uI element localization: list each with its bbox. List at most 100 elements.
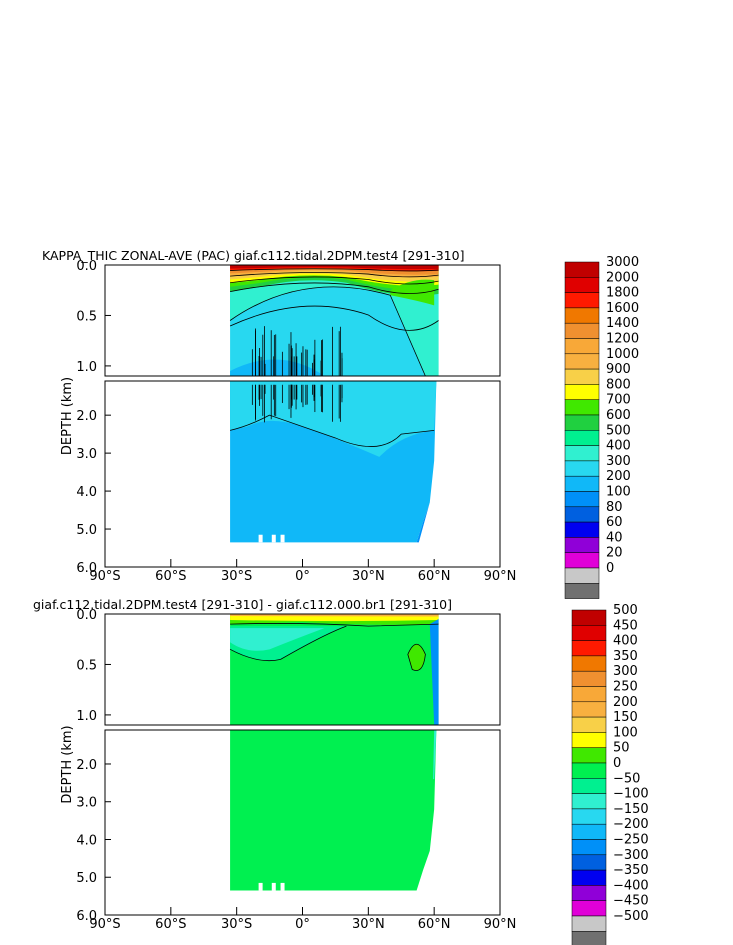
colorbar-swatch xyxy=(571,716,607,733)
colorbar-label: 150 xyxy=(613,710,638,725)
colorbar-label: −100 xyxy=(613,787,649,802)
xtick-label: 30°N xyxy=(352,569,385,584)
colorbar-swatch xyxy=(571,885,607,901)
colorbar-swatch xyxy=(564,475,600,492)
xtick-label: 90°S xyxy=(89,917,120,932)
contour xyxy=(407,643,426,671)
colorbar-label: −500 xyxy=(613,909,649,924)
band-7 xyxy=(230,265,439,270)
colorbar-swatch xyxy=(564,445,600,462)
colorbar-swatch xyxy=(571,869,607,886)
field-200 xyxy=(230,614,439,617)
colorbar-label: 100 xyxy=(613,725,638,740)
xtick-label: 0° xyxy=(295,917,310,932)
colorbar-swatch xyxy=(564,537,600,553)
gap-2 xyxy=(280,882,285,891)
ytick-label: 2.0 xyxy=(76,758,97,773)
lower-field xyxy=(229,381,437,543)
xtick-label: 30°N xyxy=(352,917,385,932)
colorbar-swatch xyxy=(571,823,607,840)
chart-title: giaf.c112.tidal.2DPM.test4 [291-310] - g… xyxy=(33,597,452,612)
colorbar-swatch xyxy=(571,655,607,672)
green-tongue xyxy=(390,279,435,306)
colorbar-swatch xyxy=(564,506,600,523)
ytick-label: 5.0 xyxy=(76,871,97,886)
colorbar-swatch xyxy=(571,609,607,626)
colorbar-label: 500 xyxy=(613,603,638,618)
contour-lower xyxy=(229,414,435,447)
contour-4 xyxy=(229,305,439,331)
y-axis-label: DEPTH (km) xyxy=(60,377,75,455)
colorbar-label: 1600 xyxy=(606,301,639,316)
colorbar-label: 500 xyxy=(606,423,631,438)
colorbar-label: 400 xyxy=(606,439,631,454)
colorbar-label: 50 xyxy=(613,741,630,756)
ytick-label: 2.0 xyxy=(76,409,97,424)
colorbar-label: 300 xyxy=(606,454,631,469)
gap-0 xyxy=(258,534,263,543)
ytick-label: 3.0 xyxy=(76,796,97,811)
ytick-label: 4.0 xyxy=(76,485,97,500)
colorbar-label: 0 xyxy=(606,561,614,576)
y-axis-label: DEPTH (km) xyxy=(60,725,75,803)
ytick-label: 3.0 xyxy=(76,447,97,462)
colorbar-swatch xyxy=(571,778,607,794)
field-50-b xyxy=(407,644,426,671)
colorbar-swatch xyxy=(571,625,607,641)
ytick-label: 0.0 xyxy=(76,259,97,274)
colorbar-label: −50 xyxy=(613,771,640,786)
colorbar-label: 2000 xyxy=(606,270,639,285)
colorbar-swatch xyxy=(564,491,600,508)
field-100 xyxy=(416,502,430,543)
colorbar-swatch xyxy=(564,567,600,584)
colorbar-label: 400 xyxy=(613,634,638,649)
colorbar-swatch xyxy=(564,583,600,599)
colorbar-swatch xyxy=(571,732,607,748)
colorbar-swatch xyxy=(571,701,607,718)
colorbar-swatch xyxy=(564,368,600,385)
contour-1 xyxy=(230,272,439,278)
colorbar-swatch xyxy=(564,307,600,324)
field-300-lower xyxy=(230,381,437,457)
colorbar-swatch xyxy=(564,521,600,538)
colorbar-label: 100 xyxy=(606,485,631,500)
colorbar-label: 1800 xyxy=(606,286,639,301)
colorbar-swatch xyxy=(571,854,607,871)
xtick-label: 30°S xyxy=(221,569,252,584)
ytick-label: 5.0 xyxy=(76,523,97,538)
upper-frame xyxy=(104,613,501,726)
upper-field xyxy=(229,614,439,725)
colorbar-swatch xyxy=(571,762,607,779)
edge xyxy=(433,730,437,780)
colorbar-swatch xyxy=(564,552,600,569)
lower-field xyxy=(230,730,437,891)
colorbar-label: 200 xyxy=(613,695,638,710)
colorbar-label: 200 xyxy=(606,469,631,484)
field-200-upper xyxy=(230,359,325,376)
xtick-label: 0° xyxy=(295,569,310,584)
chart-title: KAPPA_THIC ZONAL-AVE (PAC) giaf.c112.tid… xyxy=(42,248,464,263)
field-neg200 xyxy=(429,619,439,725)
colorbar-label: 700 xyxy=(606,393,631,408)
colorbar-swatch xyxy=(571,670,607,687)
colorbar-label: 1000 xyxy=(606,347,639,362)
colorbar-label: 450 xyxy=(613,618,638,633)
colorbar-swatch xyxy=(571,808,607,825)
xtick-label: 90°N xyxy=(484,917,517,932)
colorbar-swatch xyxy=(564,322,600,339)
gap-1 xyxy=(271,534,276,543)
contour-3 xyxy=(230,282,439,294)
xtick-label: 90°N xyxy=(484,569,517,584)
colorbar-label: −300 xyxy=(613,848,649,863)
colorbar-label: −250 xyxy=(613,833,649,848)
ytick-label: 0.5 xyxy=(76,309,97,324)
colorbar-label: 1200 xyxy=(606,332,639,347)
colorbar-label: 60 xyxy=(606,515,623,530)
colorbar-swatch xyxy=(571,640,607,657)
field-0-lower xyxy=(230,730,437,891)
xtick-label: 60°S xyxy=(155,569,186,584)
ytick-label: 0.5 xyxy=(76,658,97,673)
colorbar-label: 800 xyxy=(606,377,631,392)
contour xyxy=(230,623,439,627)
